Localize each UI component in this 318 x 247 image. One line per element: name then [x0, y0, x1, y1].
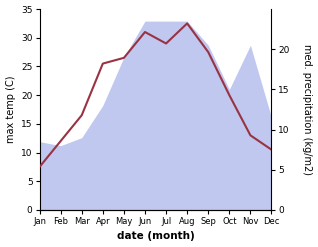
Y-axis label: med. precipitation (kg/m2): med. precipitation (kg/m2): [302, 44, 313, 175]
Y-axis label: max temp (C): max temp (C): [5, 76, 16, 143]
X-axis label: date (month): date (month): [117, 231, 194, 242]
